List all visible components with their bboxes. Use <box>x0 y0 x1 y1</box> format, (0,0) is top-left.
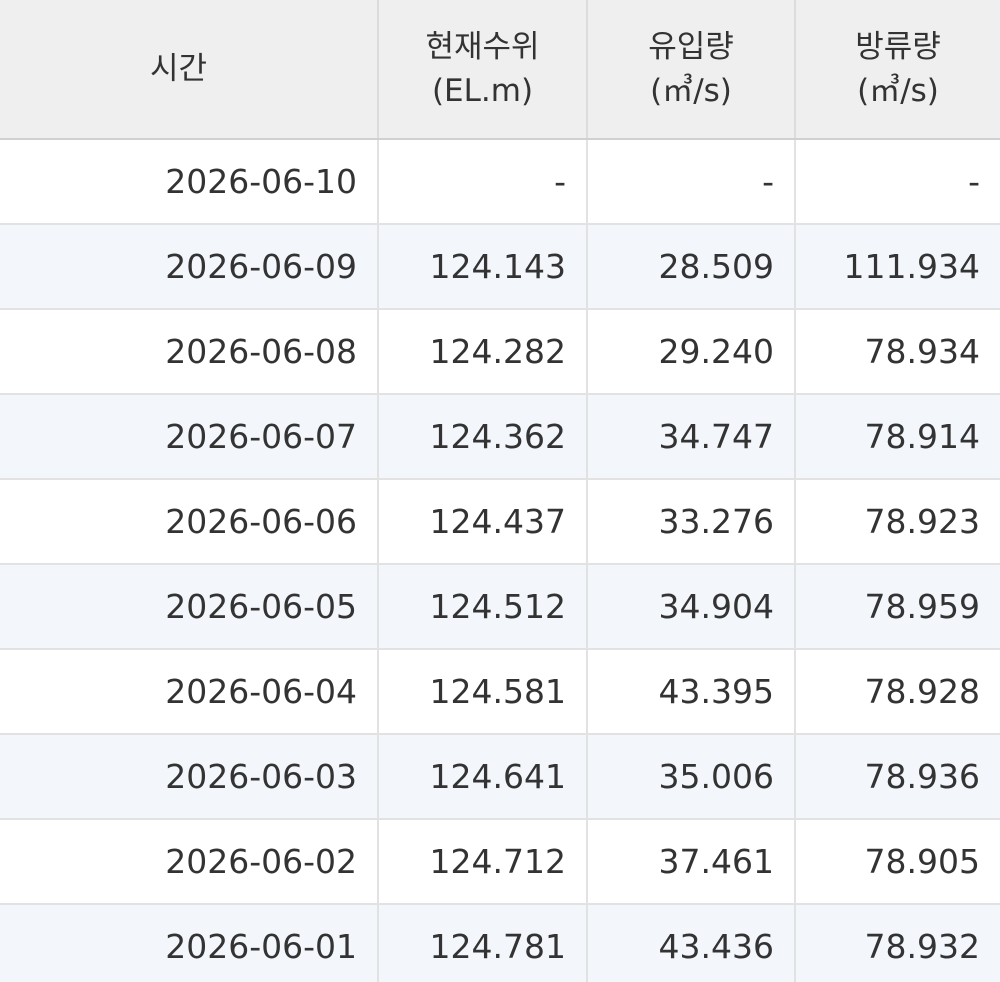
table-body: 2026-06-10- - -2026-06-09 124.143 28.509 111.… <box>0 139 1000 982</box>
table-cell: 33.276 <box>587 479 796 565</box>
table-cell: 2026-06-07 <box>0 394 379 480</box>
table-cell: 2026-06-08 <box>0 309 379 395</box>
table-cell: 78.923 <box>795 479 1000 565</box>
table-row: 2026-06-01 124.781 43.436 78.932 <box>0 904 1000 982</box>
table-cell: 43.395 <box>587 649 796 735</box>
table-row: 2026-06-10- - - <box>0 139 1000 225</box>
header-cell: 유입량 (㎥/s) <box>587 0 796 140</box>
table-cell: 124.641 <box>378 734 588 820</box>
table-cell: 124.712 <box>378 819 588 905</box>
table-cell: 2026-06-03 <box>0 734 379 820</box>
table-cell: 34.904 <box>587 564 796 650</box>
table-cell: 124.512 <box>378 564 588 650</box>
table-cell: 2026-06-06 <box>0 479 379 565</box>
header-text: 현재수위 <box>425 29 540 65</box>
header-cell: 방류량 (㎥/s) <box>795 0 1000 140</box>
table-cell: 78.959 <box>795 564 1000 650</box>
table-row: 2026-06-09 124.143 28.509 111.934 <box>0 224 1000 310</box>
header-text: (㎥/s) <box>857 73 939 109</box>
table-cell: 2026-06-10 <box>0 139 379 225</box>
table-cell: 78.928 <box>795 649 1000 735</box>
table-row: 2026-06-02 124.712 37.461 78.905 <box>0 819 1000 905</box>
table-row: 2026-06-06 124.437 33.276 78.923 <box>0 479 1000 565</box>
table-row: 2026-06-05 124.512 34.904 78.959 <box>0 564 1000 650</box>
table-cell: 35.006 <box>587 734 796 820</box>
table-cell: 2026-06-01 <box>0 904 379 982</box>
table-cell: 29.240 <box>587 309 796 395</box>
table-row: 2026-06-07 124.362 34.747 78.914 <box>0 394 1000 480</box>
table-cell: 111.934 <box>795 224 1000 310</box>
table-cell: 124.437 <box>378 479 588 565</box>
table-cell: 2026-06-02 <box>0 819 379 905</box>
header-text: (EL.m) <box>431 73 534 109</box>
table-cell: 78.914 <box>795 394 1000 480</box>
table-cell: 124.362 <box>378 394 588 480</box>
table-cell: 124.143 <box>378 224 588 310</box>
header-text: 유입량 <box>648 29 734 65</box>
table-cell: - <box>795 139 1000 225</box>
table-cell: 78.934 <box>795 309 1000 395</box>
table-cell: 2026-06-04 <box>0 649 379 735</box>
header-cell: 시간 <box>0 0 379 140</box>
table-cell: 124.781 <box>378 904 588 982</box>
table-cell: 124.282 <box>378 309 588 395</box>
table-cell: 2026-06-09 <box>0 224 379 310</box>
table-cell: - <box>587 139 796 225</box>
header-cell: 현재수위 (EL.m) <box>378 0 588 140</box>
header-text: 방류량 <box>855 29 941 65</box>
table-cell: - <box>378 139 588 225</box>
table-cell: 43.436 <box>587 904 796 982</box>
table-cell: 28.509 <box>587 224 796 310</box>
table-row: 2026-06-03 124.641 35.006 78.936 <box>0 734 1000 820</box>
table-cell: 78.905 <box>795 819 1000 905</box>
table-cell: 124.581 <box>378 649 588 735</box>
header-text: (㎥/s) <box>650 73 732 109</box>
table-cell: 34.747 <box>587 394 796 480</box>
table-cell: 78.936 <box>795 734 1000 820</box>
header-row: 시간 현재수위 (EL.m) 유입량 (㎥/s) 방류량 (㎥/s) <box>0 0 1000 140</box>
header-text: 시간 <box>150 51 208 87</box>
table-cell: 37.461 <box>587 819 796 905</box>
table-row: 2026-06-08 124.282 29.240 78.934 <box>0 309 1000 395</box>
table-row: 2026-06-04 124.581 43.395 78.928 <box>0 649 1000 735</box>
table-cell: 2026-06-05 <box>0 564 379 650</box>
table-cell: 78.932 <box>795 904 1000 982</box>
